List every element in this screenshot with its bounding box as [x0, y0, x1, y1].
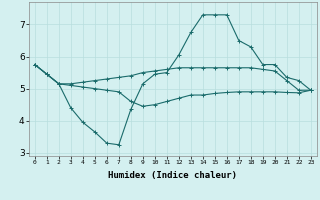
X-axis label: Humidex (Indice chaleur): Humidex (Indice chaleur)	[108, 171, 237, 180]
